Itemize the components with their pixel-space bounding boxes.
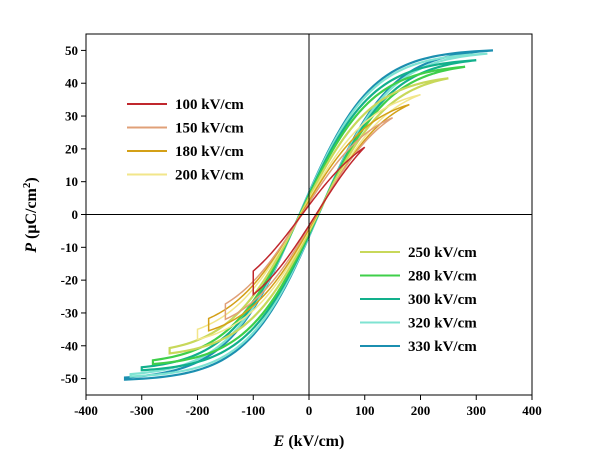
- y-tick-label: -10: [61, 240, 78, 255]
- y-tick-label: 30: [65, 109, 78, 124]
- loop-180-kv: [207, 103, 410, 332]
- loop-250-kv: [168, 77, 449, 355]
- x-tick-label: 400: [522, 403, 542, 418]
- loop-150-kv: [224, 117, 394, 321]
- x-tick-label: 200: [411, 403, 431, 418]
- y-axis-label: P (μC/cm2): [21, 177, 40, 253]
- legend-top-left: 100 kV/cm 150 kV/cm 180 kV/cm 200 kV/cm: [127, 97, 244, 184]
- legend-bottom-right: 250 kV/cm 280 kV/cm 300 kV/cm 320 kV/cm 330 …: [360, 245, 477, 355]
- legend-label: 300 kV/cm: [408, 292, 477, 308]
- loop-320-kv: [129, 52, 488, 378]
- legend-label: 320 kV/cm: [408, 316, 477, 332]
- x-axis-label: E (kV/cm): [273, 433, 345, 450]
- y-tick-label: 40: [65, 76, 78, 91]
- y-tick-label: 0: [72, 207, 79, 222]
- x-tick-label: -400: [74, 403, 98, 418]
- x-tick-label: -300: [130, 403, 154, 418]
- x-axis-ticks: -400 -300 -200 -100 0 100 200 300 400: [74, 395, 542, 418]
- y-tick-label: 20: [65, 141, 78, 156]
- legend-label: 100 kV/cm: [175, 97, 244, 113]
- loop-100-kv: [252, 146, 366, 297]
- x-tick-label: -100: [241, 403, 265, 418]
- y-tick-label: -50: [61, 371, 78, 386]
- legend-label: 330 kV/cm: [408, 339, 477, 355]
- y-tick-label: 10: [65, 174, 78, 189]
- legend-label: 150 kV/cm: [175, 121, 244, 137]
- y-tick-label: -40: [61, 338, 78, 353]
- y-tick-label: -30: [61, 305, 78, 320]
- x-tick-label: 100: [355, 403, 375, 418]
- legend-label: 280 kV/cm: [408, 269, 477, 285]
- x-tick-label: 0: [306, 403, 313, 418]
- x-tick-label: 300: [467, 403, 487, 418]
- loop-200-kv: [196, 93, 421, 341]
- legend-label: 180 kV/cm: [175, 144, 244, 160]
- loop-330-kv: [123, 49, 494, 381]
- y-tick-label: -20: [61, 273, 78, 288]
- y-tick-label: 50: [65, 43, 78, 58]
- x-tick-label: -200: [186, 403, 210, 418]
- reference-lines: [86, 34, 532, 395]
- legend-label: 250 kV/cm: [408, 245, 477, 261]
- hysteresis-loops: [123, 49, 494, 381]
- y-axis-ticks: -50 -40 -30 -20 -10 0 10 20 30 40 50: [61, 43, 86, 386]
- legend-label: 200 kV/cm: [175, 168, 244, 184]
